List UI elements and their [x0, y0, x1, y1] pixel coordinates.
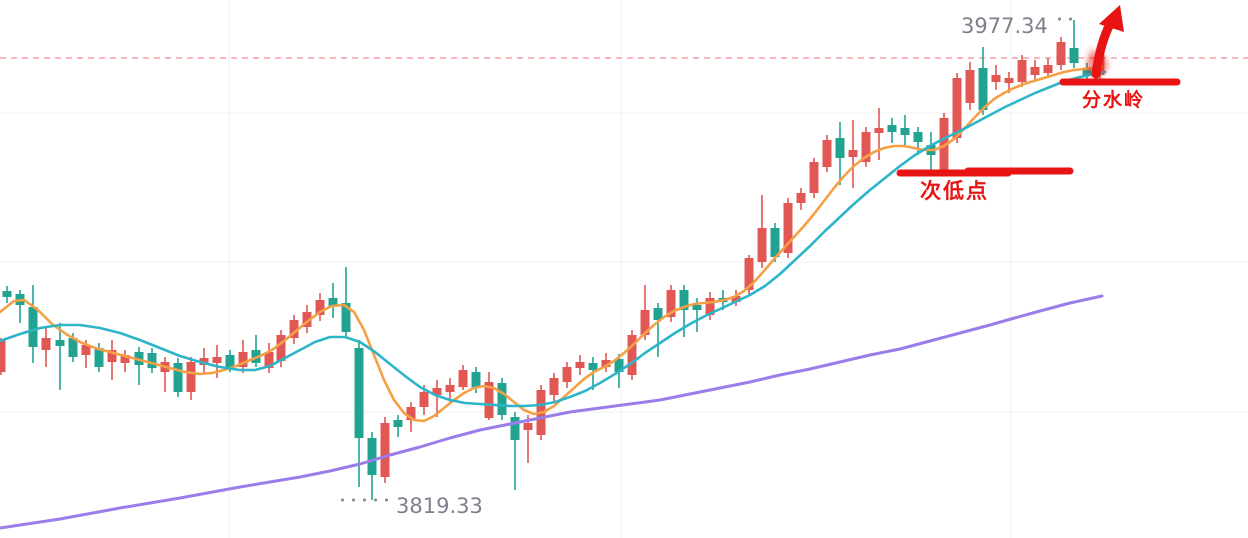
candle-body	[120, 355, 130, 363]
annotation-lines	[896, 78, 1181, 177]
candle-body	[705, 298, 715, 315]
candle-body	[367, 438, 377, 475]
candle-body	[588, 363, 598, 370]
candle-body	[731, 296, 741, 302]
candle-body	[679, 290, 689, 310]
candle-body	[264, 352, 274, 368]
candle-body	[419, 392, 429, 407]
candle-body	[965, 70, 975, 103]
candle-body	[653, 308, 663, 320]
candle-body	[28, 307, 38, 347]
candle-body	[835, 138, 845, 158]
candle-body	[1043, 65, 1053, 73]
candle-body	[1004, 78, 1014, 83]
candle-body	[41, 338, 51, 350]
candle-body	[692, 305, 702, 310]
up-arrow	[1086, 5, 1124, 79]
candle-body	[406, 407, 416, 420]
candle-body	[0, 340, 6, 372]
candle-body	[107, 350, 117, 362]
candle-body	[173, 363, 183, 392]
candle-body	[68, 338, 78, 357]
candle-body	[55, 340, 65, 346]
ma-mid-cyan	[0, 70, 1107, 408]
candle-body	[81, 345, 91, 355]
ma-slow-purple	[0, 294, 1104, 530]
candle-body	[276, 335, 286, 361]
candle-body	[393, 420, 403, 427]
candle-body	[432, 388, 442, 395]
candle-body	[1082, 68, 1092, 75]
candle-body	[991, 75, 1001, 82]
candle-body	[341, 303, 351, 332]
annotation-secondary-low-text: 次低点	[920, 179, 989, 203]
candle-body	[744, 258, 754, 290]
candle-body	[939, 118, 949, 170]
candle-body	[822, 140, 832, 167]
candle-body	[302, 312, 312, 327]
candle-body	[354, 348, 364, 438]
candle-body	[238, 352, 248, 367]
candle-body	[1030, 67, 1040, 75]
candle-body	[147, 353, 157, 368]
candle-body	[887, 125, 897, 132]
candle-body	[796, 193, 806, 203]
candle-body	[510, 417, 520, 440]
candle-body	[1017, 60, 1027, 82]
candle-body	[757, 228, 767, 262]
candle-body	[783, 203, 793, 253]
candle-body	[861, 132, 871, 162]
candle-body	[809, 162, 819, 193]
candle-body	[199, 358, 209, 365]
candle-body	[575, 362, 585, 368]
candle-body	[289, 320, 299, 338]
candle-body	[900, 128, 910, 135]
candle-body	[627, 335, 637, 375]
candle-body	[1056, 42, 1066, 65]
candle-body	[328, 298, 338, 307]
candle-body	[913, 132, 923, 142]
candle-body	[484, 382, 494, 418]
candle-body	[848, 150, 858, 157]
candle-body	[562, 367, 572, 382]
candle-body	[601, 360, 611, 367]
ma-fast-orange	[0, 65, 1104, 423]
candle-body	[952, 78, 962, 138]
high-price-label: 3977.34	[961, 14, 1048, 38]
candle-body	[380, 423, 390, 477]
candle-body	[445, 385, 455, 392]
candle-body	[666, 290, 676, 317]
high-leader-dots	[1054, 17, 1078, 21]
candle-body	[523, 423, 533, 430]
candle-body	[640, 310, 650, 335]
low-leader-dots	[337, 498, 392, 502]
candle-body	[978, 68, 988, 110]
candle-body	[225, 355, 235, 367]
candle-body	[874, 128, 884, 133]
candle-body	[770, 228, 780, 257]
candle-body	[212, 357, 222, 363]
candle-body	[549, 378, 559, 395]
candles	[0, 20, 1105, 500]
candle-body	[471, 372, 481, 388]
candle-body	[497, 383, 507, 415]
low-price-label: 3819.33	[396, 494, 483, 518]
annotation-watershed-text: 分水岭	[1082, 90, 1146, 111]
candle-body	[1069, 48, 1079, 63]
candle-body	[186, 362, 196, 392]
candle-body	[315, 300, 325, 315]
candle-body	[2, 291, 12, 297]
candle-body	[614, 359, 624, 372]
candle-body	[94, 348, 104, 367]
candle-body	[458, 370, 468, 387]
